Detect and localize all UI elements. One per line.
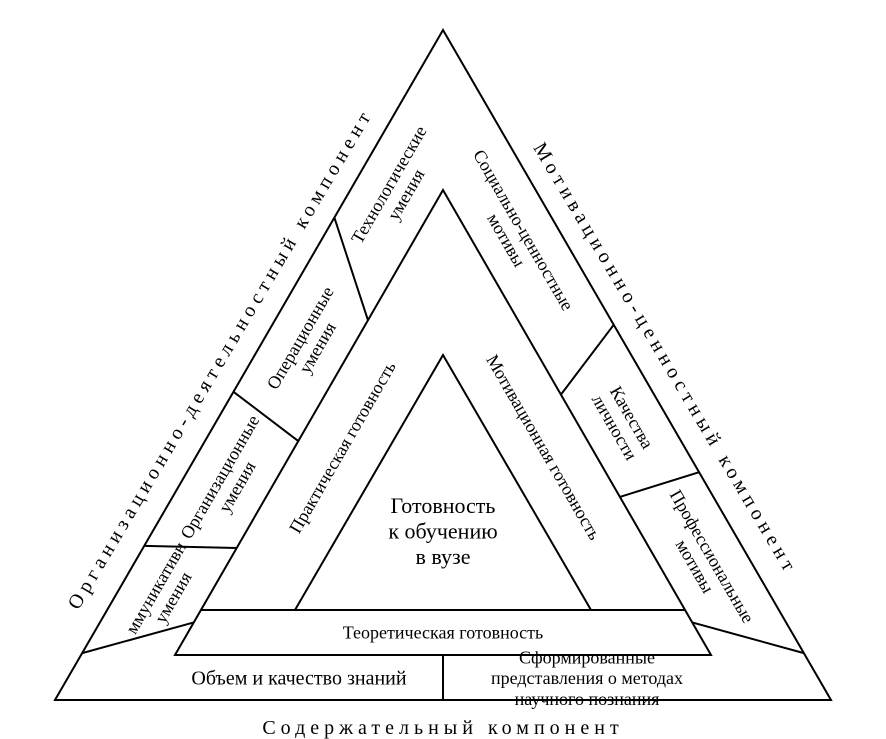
core-label: Готовностьк обучениюв вузе <box>388 493 497 569</box>
edge-left: Организационно-деятельностный компонент <box>64 104 378 613</box>
triangle-diagram: Организационно-деятельностный компонент М… <box>0 0 886 739</box>
bottom-seg-1: Сформированныепредставления о методахнау… <box>491 648 683 709</box>
mid-left: Практическая готовность <box>285 358 400 537</box>
edge-right: Мотивационно-ценностный компонент <box>529 139 802 579</box>
edge-bottom: Содержательный компонент <box>262 717 623 739</box>
left-seg-3-l1: Коммуникативные <box>0 0 190 637</box>
bottom-seg-0: Объем и качество знаний <box>191 668 406 690</box>
mid-bottom: Теоретическая готовность <box>343 623 543 643</box>
mid-right: Мотивационная готовность <box>482 351 605 543</box>
